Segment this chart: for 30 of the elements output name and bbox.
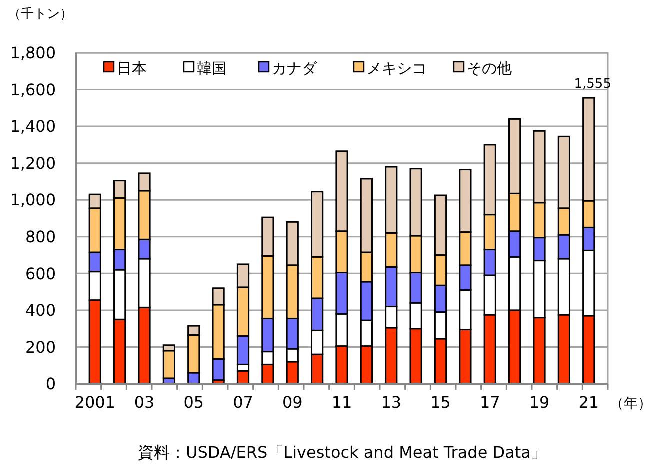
total-label: 1,555 xyxy=(574,77,612,92)
y-tick-label: 1,400 xyxy=(10,117,56,136)
legend-label: メキシコ xyxy=(367,59,427,78)
legend-label: 韓国 xyxy=(197,59,227,78)
x-tick-label: 17 xyxy=(480,393,500,412)
legend-label: その他 xyxy=(467,59,512,78)
x-tick-label: 05 xyxy=(184,393,204,412)
x-tick-label: 21 xyxy=(578,393,600,412)
y-tick-label: 200 xyxy=(25,338,56,357)
legend-label: カナダ xyxy=(272,59,318,78)
x-tick-label: 15 xyxy=(430,393,451,412)
y-tick-label: 0 xyxy=(46,374,56,394)
x-tick-label: 19 xyxy=(529,393,550,412)
y-tick-label: 1,800 xyxy=(10,44,56,63)
x-tick-label: 09 xyxy=(282,393,303,412)
y-tick-label: 1,600 xyxy=(10,80,56,100)
y-tick-label: 1,000 xyxy=(10,190,56,210)
text: 資料：USDA/ERS「Livestock and Meat Trade Data」 xyxy=(138,443,547,462)
y-tick-label: 400 xyxy=(25,301,56,320)
y-axis-title: （千トン） xyxy=(8,7,73,22)
x-tick-label: 03 xyxy=(134,393,155,412)
y-tick-label: 600 xyxy=(25,264,56,284)
x-tick-label: 13 xyxy=(381,393,402,412)
x-tick-label: 2001 xyxy=(74,393,116,412)
x-tick-label: 07 xyxy=(233,393,254,412)
legend-label: 日本 xyxy=(117,59,147,78)
y-tick-label: 800 xyxy=(25,227,56,246)
x-axis-title: （年） xyxy=(610,396,652,412)
y-tick-label: 1,200 xyxy=(10,154,56,173)
x-tick-label: 11 xyxy=(332,393,352,412)
